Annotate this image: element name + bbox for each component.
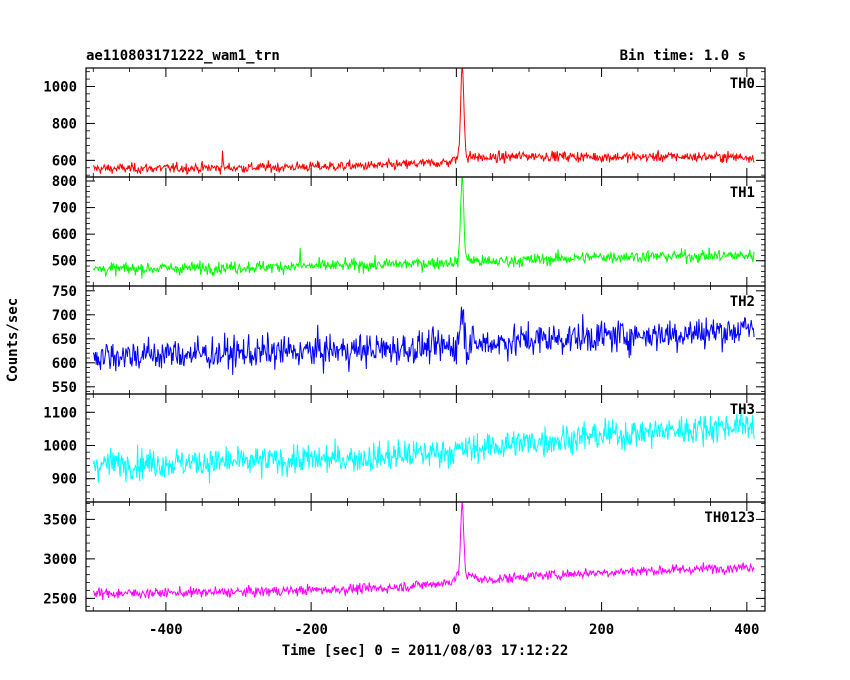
x-tick-label: 400 bbox=[734, 622, 759, 638]
y-axis-label: Counts/sec bbox=[5, 298, 21, 382]
panel-label: TH1 bbox=[730, 185, 755, 201]
y-tick-label: 600 bbox=[52, 356, 77, 372]
panels: 600 800 1000 TH0 500 600 700 800 TH1 550 600 650 700… bbox=[43, 67, 766, 612]
y-tick-label: 1000 bbox=[43, 439, 77, 455]
panel-frame bbox=[85, 285, 766, 395]
series-line-th1 bbox=[92, 177, 755, 279]
y-tick-label: 550 bbox=[52, 380, 77, 396]
panel-label: TH0123 bbox=[704, 510, 755, 526]
y-tick-label: 600 bbox=[52, 153, 77, 169]
panel-th3: 900 1000 1100 TH3 bbox=[43, 393, 766, 503]
panel-label: TH0 bbox=[730, 76, 755, 92]
x-tick-label: 200 bbox=[589, 622, 614, 638]
y-tick-label: 600 bbox=[52, 227, 77, 243]
x-axis-label: Time [sec] 0 = 2011/08/03 17:12:22 bbox=[282, 643, 569, 659]
y-tick-label: 1100 bbox=[43, 405, 77, 421]
panel-th1: 500 600 700 800 TH1 bbox=[52, 174, 766, 287]
x-axis: -400 -200 0 200 400 bbox=[149, 622, 759, 638]
y-tick-label: 800 bbox=[52, 116, 77, 132]
panel-th2: 550 600 650 700 750 TH2 bbox=[52, 284, 766, 396]
panel-frame bbox=[85, 501, 766, 612]
y-tick-label: 700 bbox=[52, 201, 77, 217]
y-tick-label: 700 bbox=[52, 308, 77, 324]
y-tick-label: 3500 bbox=[43, 512, 77, 528]
y-tick-label: 750 bbox=[52, 284, 77, 300]
panel-label: TH3 bbox=[730, 402, 755, 418]
series-line-th0 bbox=[92, 68, 755, 176]
y-tick-label: 3000 bbox=[43, 552, 77, 568]
y-tick-label: 500 bbox=[52, 254, 77, 270]
y-tick-label: 650 bbox=[52, 332, 77, 348]
y-tick-label: 1000 bbox=[43, 79, 77, 95]
panel-th0123: 2500 3000 3500 TH0123 bbox=[43, 501, 766, 612]
series-line-th0123 bbox=[92, 502, 755, 600]
x-tick-label: -400 bbox=[149, 622, 183, 638]
chart-title: ae110803171222_wam1_trn bbox=[86, 48, 280, 64]
y-tick-label: 2500 bbox=[43, 591, 77, 607]
series-line-th3 bbox=[92, 408, 755, 484]
x-tick-label: -200 bbox=[294, 622, 328, 638]
x-tick-label: 0 bbox=[452, 622, 460, 638]
panel-label: TH2 bbox=[730, 294, 755, 310]
panel-th0: 600 800 1000 TH0 bbox=[43, 67, 766, 178]
bin-time-label: Bin time: 1.0 s bbox=[620, 48, 746, 64]
y-tick-label: 900 bbox=[52, 472, 77, 488]
series-line-th2 bbox=[92, 306, 755, 375]
y-tick-label: 800 bbox=[52, 174, 77, 190]
